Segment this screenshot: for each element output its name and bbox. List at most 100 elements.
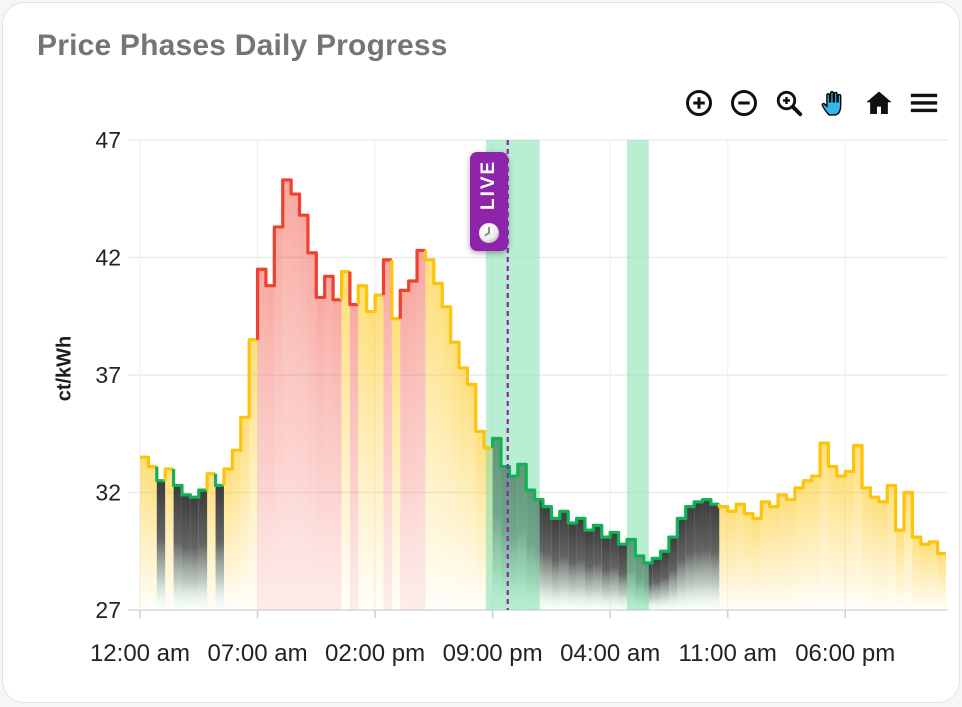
phase-fill-medium-price	[820, 443, 829, 610]
price-line-medium-price	[163, 467, 174, 481]
phase-fill-medium-price	[425, 259, 434, 610]
phase-fill-medium-price	[207, 473, 216, 610]
phase-fill-medium-price	[862, 487, 871, 610]
price-chart-canvas[interactable]: 12:00 am 07:00 am 02:00 pm 09:00 pm 04:00 am…	[3, 3, 960, 703]
x-tick-label: 12:00 am	[90, 640, 190, 667]
phase-fill-medium-price	[719, 506, 728, 610]
phase-fill-medium-price	[148, 466, 157, 610]
phase-fill-medium-price	[450, 342, 460, 610]
phase-fill-high-price	[408, 281, 418, 610]
phase-fill-medium-price	[803, 480, 812, 610]
phase-fill-medium-price	[223, 469, 233, 610]
price-line-high-price	[348, 271, 359, 307]
x-tick-label: 04:00 am	[560, 640, 660, 667]
phase-fill-low-price	[601, 537, 611, 610]
phase-fill-high-price	[417, 250, 426, 610]
phase-fill-low-price	[702, 499, 711, 610]
chart-title: Price Phases Daily Progress	[37, 29, 448, 62]
zoom-out-button[interactable]	[727, 87, 761, 119]
home-icon	[866, 91, 892, 114]
phase-fill-low-price	[677, 518, 686, 610]
phase-fill-high-price	[257, 269, 266, 610]
phase-fill-medium-price	[887, 485, 896, 610]
phase-fill-low-price	[610, 532, 619, 610]
price-line-low-price	[491, 436, 720, 565]
phase-fill-high-price	[324, 276, 334, 610]
phase-fill-low-price	[559, 511, 569, 610]
phase-fill-medium-price	[786, 499, 795, 610]
phase-fill-high-price	[333, 299, 342, 610]
phase-fill-low-price	[198, 490, 208, 610]
phase-fill-medium-price	[845, 471, 854, 610]
box-zoom-button[interactable]	[772, 87, 806, 119]
price-line-low-price	[171, 469, 208, 499]
phase-fill-high-price	[383, 259, 392, 610]
y-tick-label: 47	[95, 127, 121, 153]
phase-fill-medium-price	[769, 506, 779, 610]
phase-fill-low-price	[668, 537, 678, 610]
phase-fill-medium-price	[811, 476, 821, 610]
phase-fill-medium-price	[240, 417, 250, 610]
price-chart[interactable]: 12:00 am 07:00 am 02:00 pm 09:00 pm 04:00 am…	[3, 3, 959, 702]
menu-button[interactable]	[907, 87, 941, 119]
price-line-high-price	[255, 178, 342, 340]
phase-fill-high-price	[349, 304, 359, 610]
phase-fill-medium-price	[828, 466, 837, 610]
home-button[interactable]	[862, 87, 896, 119]
price-line-medium-price	[390, 259, 401, 321]
phase-fill-medium-price	[165, 469, 174, 610]
phase-fill-medium-price	[433, 283, 443, 610]
phase-fill-medium-price	[761, 501, 770, 610]
phase-fill-low-price	[156, 480, 166, 610]
clock-icon	[479, 223, 499, 243]
phase-fill-medium-price	[794, 487, 804, 610]
box-zoom-icon	[776, 90, 803, 117]
pan-button[interactable]	[817, 87, 851, 119]
pan-hand-icon	[821, 90, 842, 116]
y-tick-label: 37	[95, 362, 121, 388]
phase-fill-high-price	[282, 179, 292, 610]
phase-fill-medium-price	[836, 476, 846, 610]
phase-fill-low-price	[710, 504, 720, 610]
phase-fill-low-price	[215, 485, 224, 610]
price-line-high-price	[381, 258, 392, 296]
phase-fill-low-price	[576, 518, 585, 610]
phase-fill-medium-price	[375, 295, 384, 610]
y-tick-label: 42	[95, 245, 121, 271]
phase-fill-medium-price	[778, 494, 787, 610]
phase-fill-medium-price	[366, 311, 376, 610]
zoom-in-button[interactable]	[682, 87, 716, 119]
phase-fill-medium-price	[459, 367, 468, 610]
phase-fill-medium-price	[391, 318, 401, 610]
price-line-medium-price	[423, 250, 493, 450]
phase-fill-medium-price	[727, 511, 737, 610]
phase-fill-medium-price	[912, 537, 921, 610]
price-line-medium-price	[205, 472, 216, 491]
phase-fill-low-price	[543, 506, 552, 610]
phase-fill-low-price	[173, 485, 182, 610]
phase-fill-medium-price	[744, 513, 753, 610]
menu-icon	[910, 93, 938, 113]
phase-fill-high-price	[291, 194, 300, 611]
y-tick-label: 27	[95, 597, 121, 623]
phase-fill-high-price	[274, 226, 283, 610]
phase-fill-medium-price	[341, 271, 350, 610]
x-tick-label: 06:00 pm	[795, 640, 895, 667]
x-tick-label: 09:00 pm	[443, 640, 543, 667]
zoom-in-icon	[686, 90, 712, 116]
y-tick-label: 32	[95, 480, 121, 506]
phase-fill-medium-price	[904, 492, 913, 610]
phase-fill-medium-price	[442, 306, 451, 610]
phase-fill-medium-price	[878, 501, 888, 610]
phase-fill-low-price	[660, 551, 669, 610]
phase-fill-high-price	[299, 215, 308, 610]
phase-fill-medium-price	[895, 530, 905, 610]
zoom-out-icon	[731, 90, 757, 116]
phase-fill-low-price	[685, 506, 695, 610]
live-badge[interactable]: LIVE	[470, 152, 508, 251]
phase-fill-high-price	[400, 290, 409, 610]
phase-fill-low-price	[652, 558, 661, 610]
phase-fill-low-price	[190, 497, 199, 610]
phase-fill-high-price	[316, 297, 325, 610]
phase-fill-high-price	[265, 285, 275, 610]
